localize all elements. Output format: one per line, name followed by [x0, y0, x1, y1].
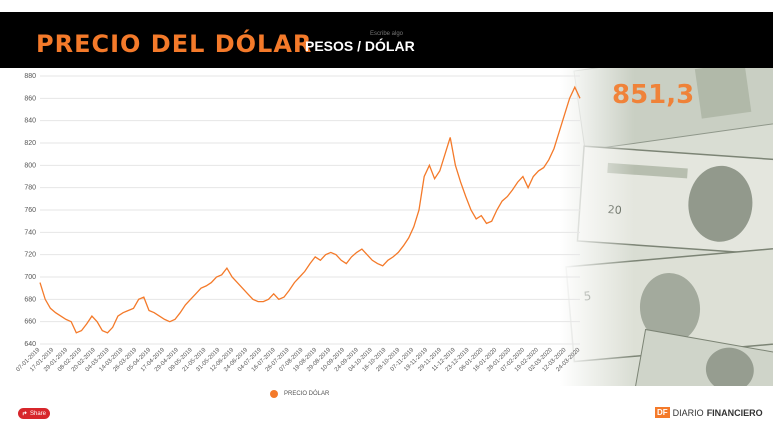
gridlines — [40, 75, 580, 345]
x-axis-ticks: 07-01-201917-01-201929-01-201908-02-2019… — [15, 347, 581, 373]
series-line — [39, 85, 581, 334]
chart-header: PRECIO DEL DÓLAR Escribe algo PESOS / DÓ… — [0, 12, 773, 68]
brand-logo: DF DIARIO FINANCIERO — [655, 407, 763, 418]
y-tick-label: 660 — [24, 319, 36, 326]
y-axis-ticks: 640 660 680 700 720 740 760 780 800 820 840 860 880 — [24, 73, 36, 348]
current-value-label: 851,3 — [612, 80, 695, 110]
y-tick-label: 820 — [24, 140, 36, 147]
money-illustration: 20 5 — [560, 68, 773, 386]
y-tick-label: 840 — [24, 118, 36, 125]
y-tick-label: 700 — [24, 274, 36, 281]
share-button[interactable]: Share — [18, 408, 50, 419]
series-line-precio-dolar — [39, 85, 581, 334]
y-tick-label: 780 — [24, 185, 36, 192]
legend[interactable]: PRECIO DÓLAR — [270, 388, 329, 400]
line-chart-svg: 640660680700720740760780800820840860880 … — [15, 73, 581, 373]
share-icon — [22, 410, 27, 415]
chart-subtitle: PESOS / DÓLAR — [305, 38, 415, 54]
line-chart: 640 660 680 700 720 740 760 780 800 820 840 860 880 … — [0, 68, 773, 386]
hint-text: Escribe algo — [370, 31, 404, 37]
y-tick-label: 740 — [24, 229, 36, 236]
brand-name-part2: FINANCIERO — [706, 407, 763, 418]
money-background-image: 20 5 — [560, 68, 773, 386]
y-tick-label: 640 — [24, 341, 36, 348]
y-tick-label: 680 — [24, 296, 36, 303]
y-tick-label: 760 — [24, 207, 36, 214]
brand-name-part1: DIARIO — [672, 407, 704, 418]
y-tick-label: 880 — [24, 73, 36, 80]
chart-title: PRECIO DEL DÓLAR — [36, 30, 313, 58]
legend-swatch — [270, 390, 278, 398]
y-tick-label: 720 — [24, 252, 36, 259]
share-label: Share — [29, 410, 46, 417]
y-tick-label: 800 — [24, 162, 36, 169]
y-tick-label: 860 — [24, 95, 36, 102]
brand-badge: DF — [655, 407, 670, 418]
legend-label: PRECIO DÓLAR — [284, 391, 330, 397]
